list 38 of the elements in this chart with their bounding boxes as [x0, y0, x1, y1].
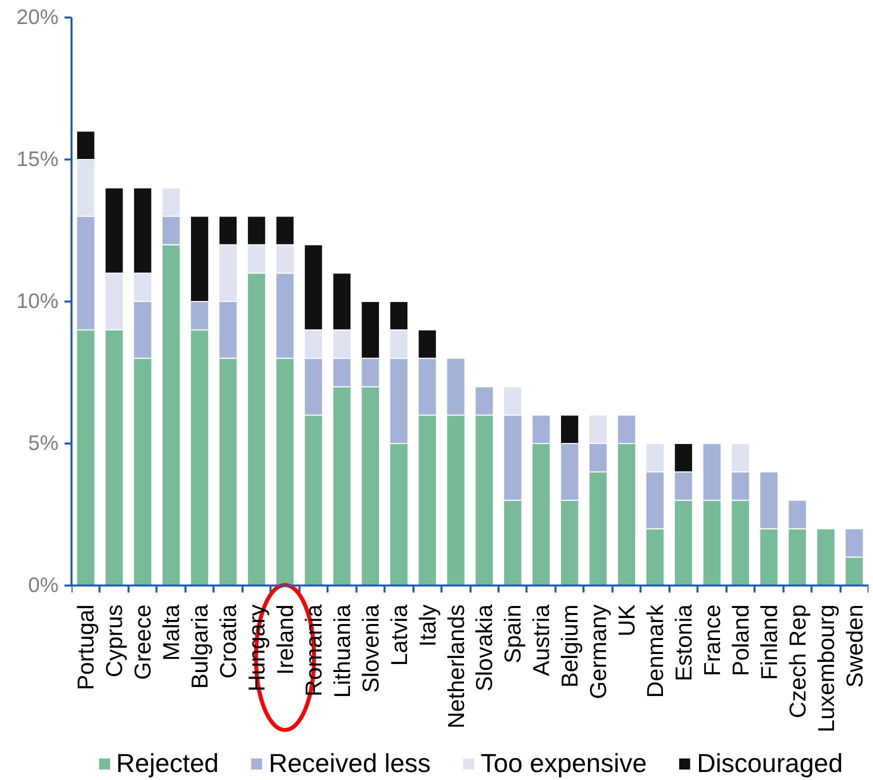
x-tick-label: Greece	[130, 604, 156, 680]
x-tick-label: Netherlands	[442, 604, 469, 729]
x-tick-label: Sweden	[841, 604, 868, 688]
x-tick-label: Portugal	[72, 604, 99, 690]
x-tick-label: Slovenia	[357, 604, 384, 693]
x-tick-label: Malta	[158, 604, 184, 661]
x-tick-label: Belgium	[556, 604, 583, 688]
x-tick-label: Romania	[300, 604, 326, 697]
x-tick-label: Luxembourg	[812, 604, 839, 732]
x-tick-label: Latvia	[386, 604, 412, 666]
legend-label: Discouraged	[696, 748, 843, 779]
x-tick-label: Bulgaria	[186, 604, 213, 689]
x-tick-label: Denmark	[642, 604, 668, 698]
x-tick-label: Ireland	[272, 604, 298, 675]
x-tick-label: Poland	[727, 604, 754, 676]
x-tick-label: Croatia	[215, 604, 242, 679]
legend-label: Rejected	[116, 748, 219, 779]
x-tick-label: Spain	[500, 604, 526, 664]
y-tick-label: 10%	[16, 290, 58, 313]
y-tick-label: 5%	[28, 432, 59, 455]
y-tick-label: 0%	[28, 574, 59, 597]
x-tick-label: Lithuania	[328, 604, 355, 698]
legend-label: Too expensive	[480, 748, 647, 779]
y-tick-label: 20%	[16, 6, 58, 29]
x-tick-label: France	[698, 604, 725, 676]
y-tick-label: 15%	[16, 148, 58, 171]
x-tick-label: Hungary	[244, 604, 270, 692]
legend-label: Received less	[268, 748, 431, 779]
bar	[816, 528, 836, 586]
x-tick-label: Germany	[585, 604, 612, 700]
x-tick-label: Czech Rep	[784, 604, 810, 718]
x-tick-label: Austria	[528, 604, 554, 676]
x-tick-label: Cyprus	[101, 604, 128, 678]
x-tick-label: Slovakia	[471, 604, 498, 692]
x-tick-label: Finland	[756, 604, 782, 680]
x-tick-label: Estonia	[670, 604, 696, 682]
x-tick-label: Italy	[414, 604, 440, 647]
x-tick-label: UK	[614, 604, 640, 636]
